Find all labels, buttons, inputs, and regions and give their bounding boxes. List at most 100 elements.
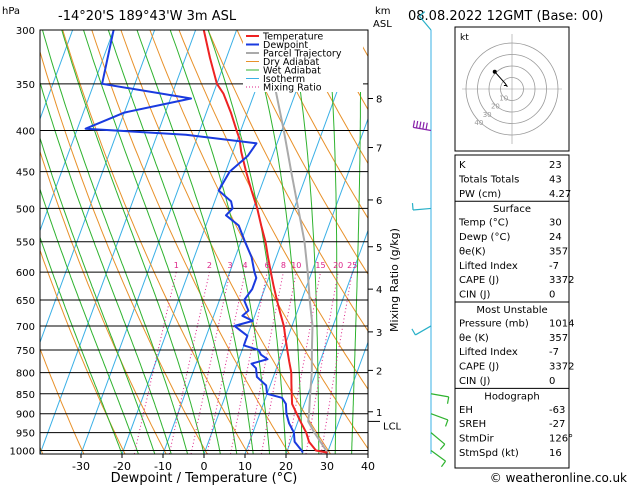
hpa-unit-label: hPa <box>2 6 20 17</box>
wind-barb-flag <box>419 121 422 129</box>
dry-adiabat-line <box>586 30 629 454</box>
km-tick-label: 7 <box>376 144 382 155</box>
dry-adiabat-line <box>236 30 368 276</box>
indices-row-value: 126° <box>549 434 573 445</box>
indices-row-value: 30 <box>549 218 562 229</box>
mixing-ratio-label: 15 <box>315 261 325 270</box>
indices-row-label: Temp (°C) <box>458 218 509 229</box>
dry-adiabat-lines <box>40 30 629 454</box>
indices-row-label: SREH <box>459 419 486 430</box>
wind-barb-staff <box>415 325 432 336</box>
x-tick-label: 0 <box>201 460 208 473</box>
indices-row-label: EH <box>459 405 473 416</box>
wind-barb-flag <box>446 396 450 404</box>
pressure-tick-label: 500 <box>16 204 35 215</box>
indices-row-value: -27 <box>549 419 565 430</box>
hodograph-ring-label: 30 <box>483 111 492 119</box>
pressure-tick-label: 850 <box>16 390 35 401</box>
wind-barb-flag <box>425 122 428 130</box>
legend-entry: Isotherm <box>263 74 305 85</box>
wind-barb-flag <box>444 419 449 427</box>
pressure-tick-label: 900 <box>16 410 35 421</box>
indices-row-value: 16 <box>549 448 562 459</box>
isotherm-line <box>326 340 368 454</box>
mixing-ratio-labels: 1 2 3 4 6 8 10 15 20 25 <box>174 261 358 270</box>
wind-barb-staff <box>430 413 449 421</box>
temperature-axis: -30 -20 -10 0 10 20 30 40 <box>72 454 375 473</box>
indices-row-value: 4.27 <box>549 189 571 200</box>
km-tick-label: 2 <box>376 366 382 377</box>
indices-row-label: Totals Totals <box>458 174 519 185</box>
legend-background <box>243 30 363 92</box>
pressure-tick-label: 300 <box>16 26 35 37</box>
wet-adiabat-line <box>136 30 254 454</box>
wet-adiabat-line <box>351 30 361 454</box>
wind-barb-flag <box>439 443 446 450</box>
indices-row-label: CIN (J) <box>459 376 490 387</box>
x-tick-label: -30 <box>72 460 90 473</box>
indices-row-label: K <box>459 160 466 171</box>
pressure-axis: 300 350 400 450 500 550 600 650 700 750 800 850 900 9… <box>10 26 35 458</box>
indices-row-value: 0 <box>549 376 555 387</box>
indices-row-value: 3372 <box>549 275 574 286</box>
wet-adiabat-line <box>61 30 205 454</box>
mixing-ratio-label: 1 <box>174 261 179 270</box>
dry-adiabat-line <box>207 30 368 332</box>
wet-adiabat-line <box>40 136 156 454</box>
indices-row-value: -7 <box>549 261 559 272</box>
dry-adiabat-line <box>40 347 85 454</box>
wet-adiabat-line <box>107 30 238 454</box>
indices-row-value: 0 <box>549 290 555 301</box>
wet-adiabat-line <box>207 30 287 454</box>
indices-row-label: CAPE (J) <box>459 275 499 286</box>
wind-barb-staff <box>430 393 449 398</box>
indices-row-label: PW (cm) <box>459 189 501 200</box>
pressure-tick-label: 650 <box>16 296 35 307</box>
datetime-title: 08.08.2022 12GMT (Base: 00) <box>408 9 603 24</box>
wind-barb-staff <box>418 15 432 31</box>
mixing-ratio-line <box>230 271 268 454</box>
dry-adiabat-line <box>40 149 167 454</box>
indices-row-value: 43 <box>549 174 562 185</box>
wind-barb-flag <box>411 328 416 336</box>
mixing-ratio-line <box>320 272 353 454</box>
pressure-tick-label: 950 <box>16 429 35 440</box>
x-tick-label: -20 <box>113 460 131 473</box>
dry-adiabat-line <box>40 50 208 454</box>
mixing-ratio-line <box>247 271 284 454</box>
mixing-ratio-line <box>168 271 210 454</box>
dewpoint-profile-line <box>84 30 304 454</box>
km-tick-label: 1 <box>376 408 382 419</box>
dry-adiabat-line <box>120 30 331 454</box>
wet-adiabat-line <box>248 30 303 454</box>
copyright-footer: © weatheronline.co.uk <box>490 471 627 485</box>
pressure-tick-label: 400 <box>16 126 35 137</box>
wet-adiabat-line <box>83 30 221 454</box>
indices-row-value: -7 <box>549 347 559 358</box>
mixing-ratio-line <box>260 271 297 454</box>
wet-adiabat-line <box>169 30 271 454</box>
lcl-label: LCL <box>383 421 402 432</box>
pressure-tick-label: 750 <box>16 346 35 357</box>
x-tick-label: 10 <box>238 460 252 473</box>
x-tick-label: 30 <box>320 460 334 473</box>
dry-adiabat-line <box>265 30 368 220</box>
mixing-ratio-line <box>305 272 339 454</box>
skewt-plot-area <box>40 30 629 454</box>
legend-entry: Parcel Trajectory <box>263 49 342 60</box>
legend-entry: Temperature <box>262 32 323 43</box>
parcel-trajectory-line <box>260 30 329 454</box>
indices-section-title: Surface <box>493 204 531 215</box>
hodograph-ring-label: 10 <box>499 94 508 102</box>
hodograph-unit-label: kt <box>460 33 469 43</box>
indices-section-title: Most Unstable <box>476 305 547 316</box>
pressure-tick-label: 350 <box>16 80 35 91</box>
wet-adiabat-line <box>40 235 123 454</box>
wet-adiabat-line <box>327 30 338 454</box>
indices-row-label: CAPE (J) <box>459 362 499 373</box>
mixing-ratio-label: 20 <box>333 261 343 270</box>
km-tick-label: 8 <box>376 94 382 105</box>
mixing-ratio-label: 3 <box>227 261 232 270</box>
